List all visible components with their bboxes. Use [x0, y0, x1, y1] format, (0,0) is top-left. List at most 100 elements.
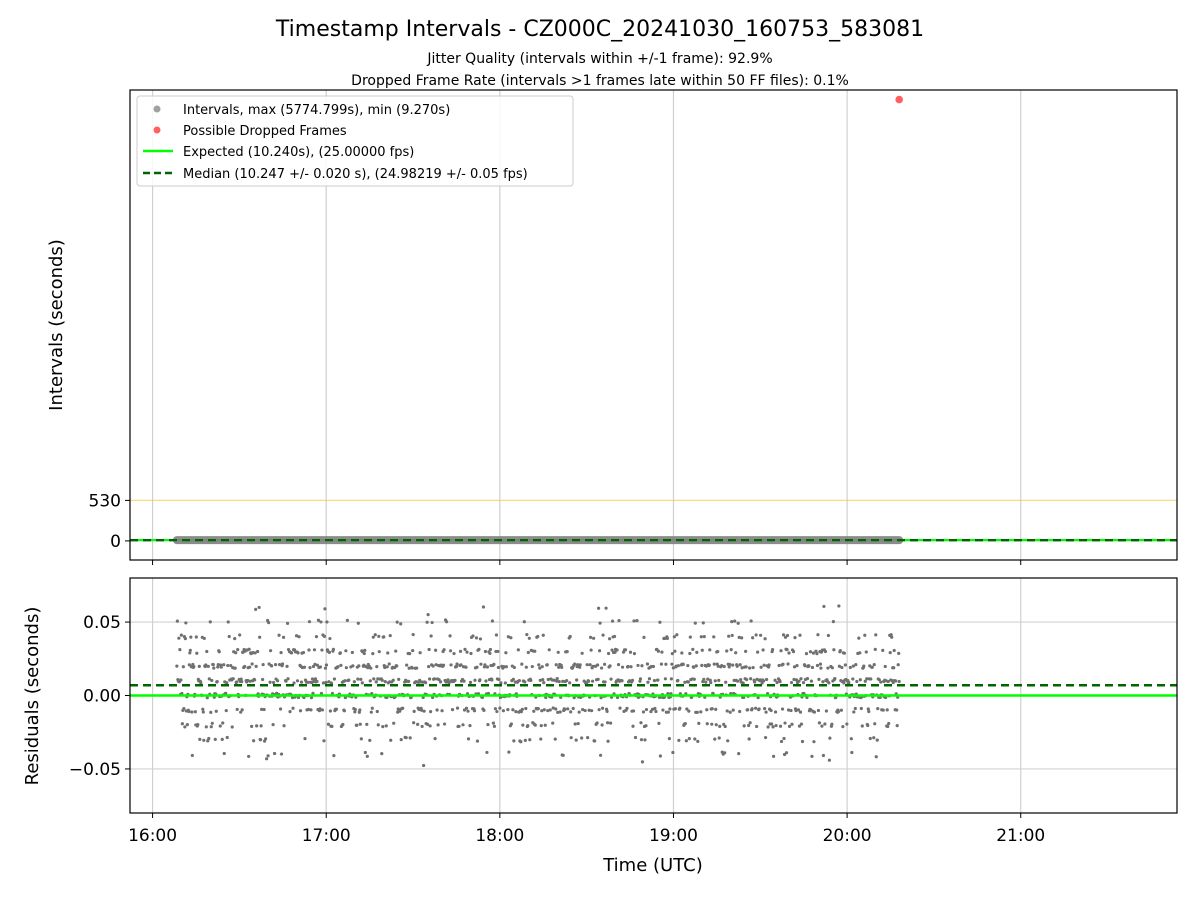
residual-point: [315, 679, 319, 683]
residual-point: [479, 662, 483, 666]
residual-point: [279, 650, 283, 655]
residual-point: [243, 664, 247, 669]
residual-point: [841, 725, 845, 729]
residual-point: [766, 725, 770, 729]
residual-point: [454, 664, 459, 668]
residual-point: [656, 649, 661, 653]
residual-point: [577, 710, 581, 714]
residual-point: [363, 648, 367, 652]
residual-point: [425, 620, 429, 624]
residual-point: [462, 679, 466, 683]
residuals-y-ticks: 0.05 0.00 −0.05: [69, 613, 130, 780]
residual-point: [705, 708, 709, 712]
residual-point: [754, 633, 758, 637]
residual-point: [209, 725, 213, 729]
residual-point: [382, 635, 386, 639]
residual-point: [759, 665, 763, 669]
legend-entry-intervals: Intervals, max (5774.799s), min (9.270s): [183, 103, 450, 118]
residual-point: [895, 724, 899, 728]
residual-point: [718, 724, 722, 728]
residual-point: [427, 664, 431, 669]
residual-point: [789, 708, 793, 713]
residual-point: [484, 679, 488, 683]
residual-point: [438, 680, 443, 684]
residual-point: [816, 633, 820, 637]
residual-point: [812, 710, 817, 714]
residual-point: [642, 635, 646, 640]
residual-point: [890, 635, 894, 639]
residual-point: [183, 725, 187, 729]
residual-point: [372, 677, 376, 681]
residual-point: [292, 681, 296, 685]
residual-point: [193, 710, 197, 714]
residual-point: [536, 634, 540, 639]
residual-point: [195, 651, 199, 655]
residual-point: [356, 677, 360, 681]
residual-point: [217, 650, 221, 654]
residual-point: [213, 737, 217, 742]
legend-entry-median: Median (10.247 +/- 0.020 s), (24.98219 +…: [183, 167, 528, 182]
residual-point: [814, 649, 818, 653]
residual-point: [519, 740, 523, 744]
residual-point: [702, 635, 706, 639]
residual-point: [599, 696, 603, 700]
residual-point: [818, 662, 823, 666]
residual-point: [796, 708, 801, 712]
residual-point: [291, 706, 295, 710]
residual-point: [503, 681, 507, 685]
residual-point: [309, 696, 314, 700]
residual-point: [883, 664, 887, 669]
residual-point: [696, 739, 700, 743]
residual-point: [808, 650, 813, 654]
residual-point: [663, 677, 667, 681]
residual-point: [587, 708, 591, 712]
residual-point: [532, 709, 536, 713]
residual-point: [859, 706, 863, 711]
residual-point: [216, 662, 220, 667]
residual-point: [685, 707, 689, 711]
residual-point: [591, 664, 595, 668]
legend: Intervals, max (5774.799s), min (9.270s)…: [136, 95, 574, 187]
residual-point: [530, 664, 534, 669]
residual-point: [707, 663, 711, 667]
residual-point: [571, 706, 575, 711]
residual-point: [554, 663, 558, 667]
residual-point: [612, 634, 617, 639]
residual-point: [424, 681, 428, 685]
residual-point: [493, 707, 498, 711]
residual-point: [623, 648, 628, 652]
residual-point: [897, 651, 901, 655]
residual-point: [849, 737, 853, 741]
residual-point: [728, 662, 732, 667]
residual-point: [630, 678, 635, 683]
residual-point: [714, 707, 718, 711]
residual-point: [426, 612, 430, 617]
intervals-points: [130, 95, 1177, 545]
residual-point: [729, 648, 733, 652]
residual-point: [692, 677, 696, 681]
residual-point: [294, 634, 299, 638]
residual-point: [516, 648, 520, 652]
residual-point: [318, 707, 322, 711]
residual-point: [239, 710, 243, 714]
residual-point: [785, 648, 789, 652]
residual-point: [435, 708, 439, 712]
residual-point: [755, 724, 759, 729]
residual-point: [407, 666, 411, 670]
residual-point: [600, 706, 605, 710]
residual-point: [728, 710, 732, 714]
residual-point: [481, 605, 486, 609]
residual-point: [706, 677, 710, 681]
residual-point: [687, 736, 691, 741]
residual-point: [188, 651, 192, 655]
residual-point: [260, 707, 264, 711]
residual-point: [556, 710, 560, 714]
residual-point: [458, 649, 463, 653]
residual-point: [491, 721, 496, 725]
residual-point: [313, 662, 317, 666]
residual-point: [235, 707, 239, 712]
residual-point: [656, 678, 660, 682]
residual-point: [544, 695, 548, 700]
residual-point: [328, 709, 333, 713]
residual-point: [514, 709, 518, 714]
